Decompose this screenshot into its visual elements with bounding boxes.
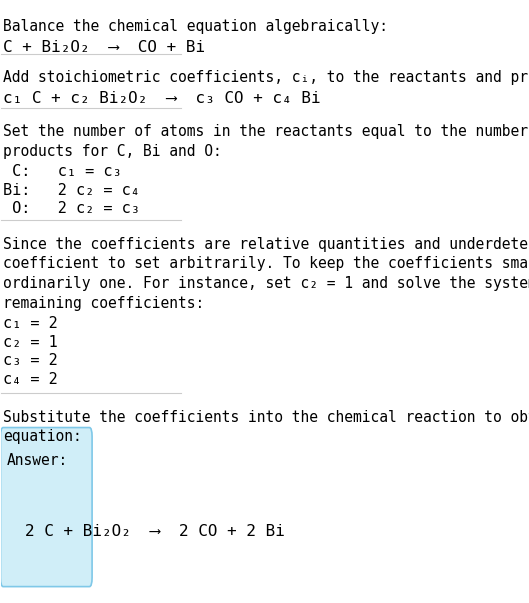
Text: 2 C + Bi₂O₂  ⟶  2 CO + 2 Bi: 2 C + Bi₂O₂ ⟶ 2 CO + 2 Bi	[25, 523, 285, 538]
Text: O:   2 c₂ = c₃: O: 2 c₂ = c₃	[3, 201, 140, 216]
Text: c₁ = 2: c₁ = 2	[3, 316, 58, 331]
Text: Answer:: Answer:	[7, 453, 68, 468]
Text: Bi:   2 c₂ = c₄: Bi: 2 c₂ = c₄	[3, 183, 140, 198]
Text: Set the number of atoms in the reactants equal to the number of atoms in the: Set the number of atoms in the reactants…	[3, 124, 529, 139]
Text: c₄ = 2: c₄ = 2	[3, 371, 58, 387]
Text: C + Bi₂O₂  ⟶  CO + Bi: C + Bi₂O₂ ⟶ CO + Bi	[3, 40, 205, 55]
Text: Substitute the coefficients into the chemical reaction to obtain the balanced: Substitute the coefficients into the che…	[3, 409, 529, 425]
Text: Since the coefficients are relative quantities and underdetermined, choose a: Since the coefficients are relative quan…	[3, 236, 529, 251]
Text: C:   c₁ = c₃: C: c₁ = c₃	[3, 164, 122, 179]
FancyBboxPatch shape	[1, 428, 92, 587]
Text: Balance the chemical equation algebraically:: Balance the chemical equation algebraica…	[3, 19, 388, 34]
Text: products for C, Bi and O:: products for C, Bi and O:	[3, 144, 222, 159]
Text: c₁ C + c₂ Bi₂O₂  ⟶  c₃ CO + c₄ Bi: c₁ C + c₂ Bi₂O₂ ⟶ c₃ CO + c₄ Bi	[3, 92, 321, 106]
Text: Add stoichiometric coefficients, cᵢ, to the reactants and products:: Add stoichiometric coefficients, cᵢ, to …	[3, 71, 529, 86]
Text: coefficient to set arbitrarily. To keep the coefficients small, the arbitrary va: coefficient to set arbitrarily. To keep …	[3, 256, 529, 271]
Text: c₂ = 1: c₂ = 1	[3, 335, 58, 350]
Text: remaining coefficients:: remaining coefficients:	[3, 296, 204, 311]
Text: ordinarily one. For instance, set c₂ = 1 and solve the system of equations for t: ordinarily one. For instance, set c₂ = 1…	[3, 276, 529, 291]
Text: equation:: equation:	[3, 429, 82, 444]
Text: c₃ = 2: c₃ = 2	[3, 353, 58, 368]
